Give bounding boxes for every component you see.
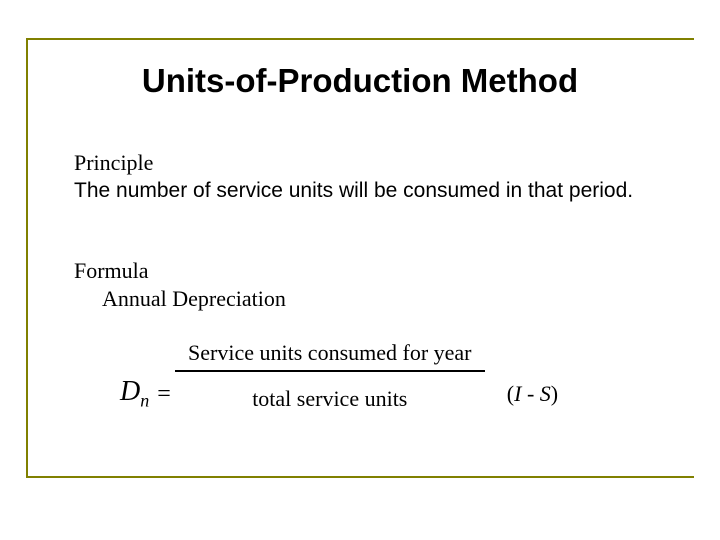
- slide-title: Units-of-Production Method: [0, 62, 720, 100]
- principle-section: Principle The number of service units wi…: [74, 150, 660, 204]
- frame-border-top: [26, 38, 694, 40]
- paren-close: ): [551, 381, 558, 406]
- formula-heading: Formula: [74, 258, 660, 284]
- numerator: Service units consumed for year: [180, 340, 479, 370]
- principle-text: The number of service units will be cons…: [74, 178, 660, 204]
- fraction: Service units consumed for year total se…: [175, 340, 485, 412]
- frame-border-bottom: [26, 476, 694, 478]
- principle-heading: Principle: [74, 150, 660, 176]
- var-S: S: [540, 381, 551, 406]
- equals-sign: =: [157, 381, 171, 408]
- formula-section: Formula Annual Depreciation: [74, 258, 660, 312]
- paren-open: (: [507, 381, 514, 406]
- denominator: total service units: [244, 372, 415, 412]
- multiplier-term: (I - S): [507, 381, 558, 407]
- formula-n-subscript: n: [140, 391, 149, 411]
- minus-sign: -: [521, 381, 539, 406]
- formula-subheading: Annual Depreciation: [102, 286, 660, 312]
- formula-expression: Dn = Service units consumed for year tot…: [120, 340, 660, 412]
- frame-border-left: [26, 38, 28, 478]
- formula-D: D: [120, 376, 140, 407]
- formula-dn: Dn: [120, 376, 149, 412]
